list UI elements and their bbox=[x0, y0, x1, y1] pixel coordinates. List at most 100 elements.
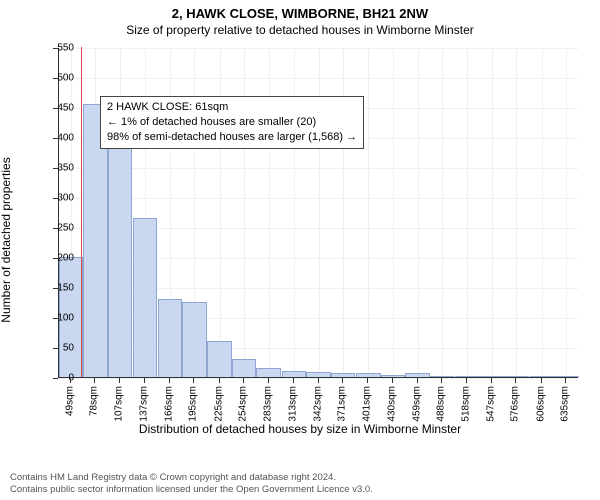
bar bbox=[405, 373, 430, 377]
y-tick-label: 300 bbox=[44, 193, 74, 204]
x-tick-label: 195sqm bbox=[188, 386, 199, 422]
bar bbox=[331, 373, 356, 377]
bar bbox=[158, 299, 183, 377]
bar bbox=[554, 376, 579, 377]
x-tick-mark bbox=[392, 378, 393, 383]
x-tick-label: 518sqm bbox=[461, 386, 472, 422]
x-tick-mark bbox=[417, 378, 418, 383]
y-tick-mark bbox=[53, 198, 58, 199]
gridline-v bbox=[566, 48, 567, 377]
x-tick-mark bbox=[293, 378, 294, 383]
y-tick-mark bbox=[53, 288, 58, 289]
bar bbox=[430, 376, 455, 377]
x-tick-label: 107sqm bbox=[113, 386, 124, 422]
y-tick-label: 500 bbox=[44, 73, 74, 84]
y-tick-label: 200 bbox=[44, 253, 74, 264]
x-tick-mark bbox=[491, 378, 492, 383]
y-tick-label: 100 bbox=[44, 313, 74, 324]
y-tick-mark bbox=[53, 138, 58, 139]
x-tick-mark bbox=[441, 378, 442, 383]
x-tick-label: 459sqm bbox=[411, 386, 422, 422]
y-tick-label: 350 bbox=[44, 163, 74, 174]
gridline-v bbox=[542, 48, 543, 377]
x-tick-label: 137sqm bbox=[139, 386, 150, 422]
y-tick-mark bbox=[53, 348, 58, 349]
bar bbox=[306, 372, 331, 377]
x-tick-mark bbox=[144, 378, 145, 383]
page-title: 2, HAWK CLOSE, WIMBORNE, BH21 2NW bbox=[0, 0, 600, 21]
x-tick-mark bbox=[466, 378, 467, 383]
x-tick-label: 225sqm bbox=[213, 386, 224, 422]
x-tick-label: 49sqm bbox=[64, 386, 75, 416]
gridline-v bbox=[467, 48, 468, 377]
x-tick-mark bbox=[243, 378, 244, 383]
y-tick-mark bbox=[53, 258, 58, 259]
y-tick-mark bbox=[53, 318, 58, 319]
x-tick-mark bbox=[541, 378, 542, 383]
x-tick-label: 547sqm bbox=[485, 386, 496, 422]
x-tick-label: 313sqm bbox=[288, 386, 299, 422]
x-tick-label: 430sqm bbox=[386, 386, 397, 422]
y-tick-mark bbox=[53, 228, 58, 229]
x-tick-label: 254sqm bbox=[238, 386, 249, 422]
y-tick-mark bbox=[53, 48, 58, 49]
x-tick-mark bbox=[193, 378, 194, 383]
bar bbox=[232, 359, 257, 377]
x-tick-mark bbox=[367, 378, 368, 383]
footer-attribution: Contains HM Land Registry data © Crown c… bbox=[10, 472, 373, 496]
y-tick-label: 450 bbox=[44, 103, 74, 114]
info-box: 2 HAWK CLOSE: 61sqm ← 1% of detached hou… bbox=[100, 96, 364, 149]
x-tick-mark bbox=[169, 378, 170, 383]
y-tick-label: 400 bbox=[44, 133, 74, 144]
x-tick-mark bbox=[70, 378, 71, 383]
page-subtitle: Size of property relative to detached ho… bbox=[0, 21, 600, 37]
x-tick-label: 78sqm bbox=[89, 386, 100, 416]
y-tick-mark bbox=[53, 168, 58, 169]
gridline-v bbox=[393, 48, 394, 377]
marker-line bbox=[81, 47, 82, 377]
bar bbox=[207, 341, 232, 377]
y-tick-mark bbox=[53, 108, 58, 109]
y-tick-label: 150 bbox=[44, 283, 74, 294]
bar bbox=[504, 376, 529, 377]
x-axis-label: Distribution of detached houses by size … bbox=[0, 422, 600, 436]
gridline-v bbox=[418, 48, 419, 377]
x-tick-mark bbox=[565, 378, 566, 383]
gridline-v bbox=[442, 48, 443, 377]
bar bbox=[356, 373, 381, 377]
info-line-1: 2 HAWK CLOSE: 61sqm bbox=[107, 100, 357, 115]
bar bbox=[282, 371, 307, 377]
x-tick-label: 283sqm bbox=[262, 386, 273, 422]
y-tick-mark bbox=[53, 378, 58, 379]
x-tick-label: 401sqm bbox=[362, 386, 373, 422]
y-axis-label: Number of detached properties bbox=[0, 157, 13, 322]
chart-container: Number of detached properties Distributi… bbox=[0, 40, 600, 440]
bar bbox=[108, 119, 133, 377]
x-tick-label: 488sqm bbox=[436, 386, 447, 422]
x-tick-mark bbox=[515, 378, 516, 383]
y-tick-label: 50 bbox=[44, 343, 74, 354]
bar bbox=[256, 368, 281, 377]
bar bbox=[133, 218, 158, 377]
y-tick-mark bbox=[53, 78, 58, 79]
y-tick-label: 250 bbox=[44, 223, 74, 234]
info-line-3: 98% of semi-detached houses are larger (… bbox=[107, 130, 357, 145]
bar bbox=[480, 376, 505, 377]
x-tick-label: 576sqm bbox=[510, 386, 521, 422]
x-tick-mark bbox=[342, 378, 343, 383]
x-tick-label: 635sqm bbox=[560, 386, 571, 422]
x-tick-mark bbox=[318, 378, 319, 383]
x-tick-mark bbox=[94, 378, 95, 383]
footer-line-2: Contains public sector information licen… bbox=[10, 484, 373, 496]
gridline-v bbox=[492, 48, 493, 377]
x-tick-label: 342sqm bbox=[312, 386, 323, 422]
x-tick-mark bbox=[268, 378, 269, 383]
info-line-2: ← 1% of detached houses are smaller (20) bbox=[107, 115, 357, 130]
x-tick-mark bbox=[119, 378, 120, 383]
gridline-v bbox=[516, 48, 517, 377]
bar bbox=[182, 302, 207, 377]
x-tick-mark bbox=[219, 378, 220, 383]
footer-line-1: Contains HM Land Registry data © Crown c… bbox=[10, 472, 373, 484]
x-tick-label: 371sqm bbox=[337, 386, 348, 422]
bar bbox=[381, 375, 406, 377]
